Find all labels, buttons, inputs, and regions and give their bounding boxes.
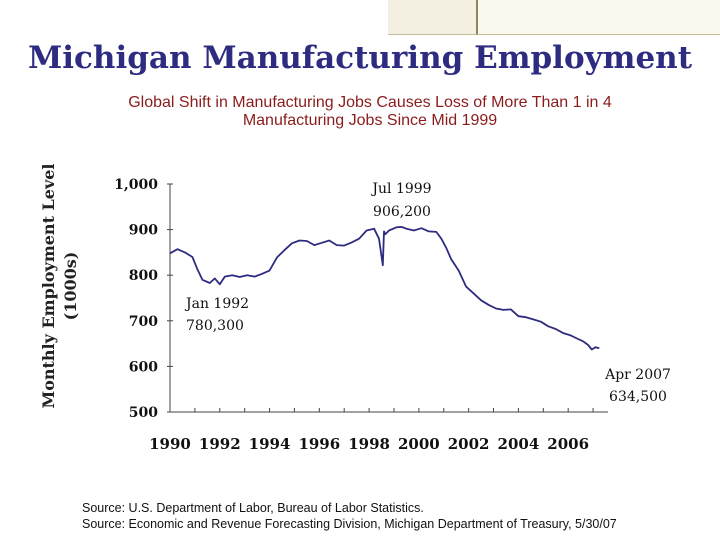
annotation-date-label: Apr 2007 bbox=[604, 367, 671, 383]
annotation-value-label: 906,200 bbox=[373, 204, 431, 220]
y-tick-label: 1,000 bbox=[114, 177, 158, 193]
y-tick-label: 700 bbox=[129, 314, 158, 330]
x-tick-label: 2006 bbox=[547, 435, 589, 453]
corner-decoration-right bbox=[476, 0, 720, 35]
subtitle-line-2: Manufacturing Jobs Since Mid 1999 bbox=[242, 112, 498, 129]
y-tick-label: 800 bbox=[129, 268, 158, 284]
x-tick-label: 2002 bbox=[448, 435, 490, 453]
x-tick-label: 1990 bbox=[149, 435, 191, 453]
x-tick-label: 2000 bbox=[398, 435, 440, 453]
slide-title: Michigan Manufacturing Employment bbox=[27, 40, 693, 76]
y-tick-label: 500 bbox=[129, 405, 158, 421]
annotation-value-label: 780,300 bbox=[186, 318, 244, 334]
annotation-date-label: Jan 1992 bbox=[184, 296, 249, 312]
subtitle-line-1: Global Shift in Manufacturing Jobs Cause… bbox=[128, 94, 612, 111]
corner-decoration-left bbox=[388, 0, 476, 35]
slide-subtitle: Global Shift in Manufacturing Jobs Cause… bbox=[60, 94, 680, 130]
x-tick-label: 1994 bbox=[249, 435, 291, 453]
x-tick-label: 1996 bbox=[298, 435, 340, 453]
source-line-1: Source: U.S. Department of Labor, Bureau… bbox=[82, 501, 424, 515]
source-notes: Source: U.S. Department of Labor, Bureau… bbox=[82, 500, 617, 532]
x-tick-label: 1998 bbox=[348, 435, 390, 453]
x-tick-label: 2004 bbox=[498, 435, 540, 453]
y-tick-label: 600 bbox=[129, 359, 158, 375]
annotation-value-label: 634,500 bbox=[609, 389, 667, 405]
annotation-date-label: Jul 1999 bbox=[370, 181, 431, 197]
source-line-2: Source: Economic and Revenue Forecasting… bbox=[82, 517, 617, 531]
employment-series-line bbox=[169, 225, 600, 351]
x-tick-label: 1992 bbox=[199, 435, 241, 453]
y-tick-label: 900 bbox=[129, 223, 158, 239]
